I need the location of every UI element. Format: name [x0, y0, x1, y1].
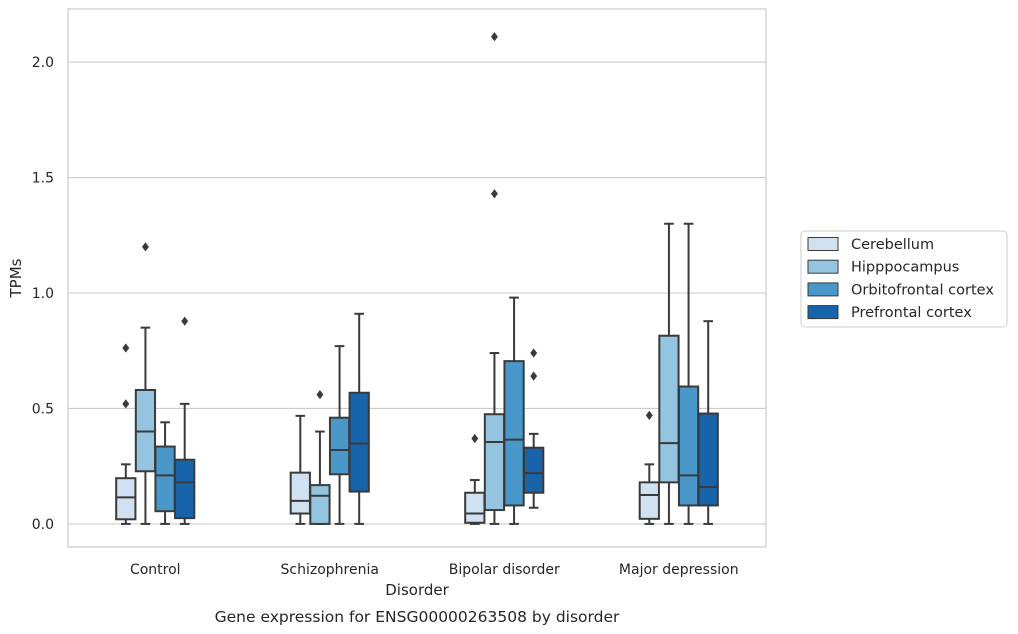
box-bipolar-disorder-prefrontal-cortex [523, 348, 545, 509]
box-bipolar-disorder-cerebellum [464, 433, 486, 525]
outlier-point [316, 390, 324, 400]
legend-frame [800, 230, 1008, 328]
box-bipolar-disorder-hipppocampus [483, 32, 506, 525]
box-iqr [503, 360, 525, 507]
y-tick-label: 0.0 [32, 517, 54, 533]
legend-swatch [807, 259, 839, 274]
y-tick-label: 2.0 [32, 55, 54, 71]
box-control-cerebellum [115, 343, 137, 525]
box-major-depression-prefrontal-cortex [697, 320, 719, 525]
box-schizophrenia-orbitofrontal-cortex [328, 345, 351, 525]
y-tick-label: 1.5 [32, 171, 54, 187]
box-iqr [348, 391, 370, 493]
box-iqr [174, 458, 196, 520]
box-iqr [115, 477, 137, 521]
outlier-point [122, 343, 130, 353]
plot-frame [67, 8, 767, 548]
box-major-depression-cerebellum [638, 410, 660, 525]
legend-swatch [807, 305, 839, 320]
outlier-point [122, 399, 130, 409]
box-major-depression-hipppocampus [658, 222, 680, 525]
box-schizophrenia-cerebellum [289, 414, 311, 525]
legend-label: Cerebellum [851, 237, 934, 253]
box-major-depression-orbitofrontal-cortex [677, 222, 700, 525]
box-iqr [523, 446, 545, 494]
box-iqr [328, 416, 351, 476]
outlier-point [141, 242, 149, 252]
box-iqr [638, 481, 660, 520]
x-axis-label: Disorder [385, 581, 449, 599]
chart-caption: Gene expression for ENSG00000263508 by d… [215, 608, 620, 626]
y-tick-label: 1.0 [32, 286, 54, 302]
legend-swatch [807, 282, 839, 297]
outlier-point [530, 371, 538, 381]
x-tick-labels: Control Schizophrenia Bipolar disorder Majo… [130, 562, 739, 578]
box-iqr [154, 445, 176, 513]
x-tick-label: Bipolar disorder [449, 562, 560, 578]
box-iqr [464, 491, 486, 524]
legend-label: Prefrontal cortex [851, 305, 972, 321]
legend: Cerebellum Hipppocampus Orbitofrontal cort… [800, 230, 1008, 328]
outlier-point [181, 316, 189, 326]
legend-label: Orbitofrontal cortex [851, 282, 994, 298]
box-groups [115, 32, 719, 525]
box-iqr [289, 471, 311, 515]
y-axis-label: TPMs [7, 258, 25, 298]
box-iqr [309, 484, 331, 525]
box-iqr [483, 413, 506, 512]
box-control-prefrontal-cortex [174, 316, 196, 525]
outlier-point [471, 433, 479, 444]
y-tick-label: 0.5 [32, 401, 54, 417]
legend-label: Hipppocampus [851, 260, 959, 276]
x-tick-label: Control [130, 562, 181, 578]
box-control-orbitofrontal-cortex [154, 421, 176, 525]
box-iqr [677, 385, 700, 507]
outlier-point [645, 410, 653, 420]
x-tick-label: Major depression [619, 562, 739, 578]
x-tick-label: Schizophrenia [281, 562, 379, 578]
box-schizophrenia-prefrontal-cortex [348, 312, 370, 525]
box-schizophrenia-hipppocampus [309, 390, 331, 525]
box-control-hipppocampus [134, 242, 157, 525]
legend-swatch [807, 237, 839, 251]
outlier-point [490, 32, 498, 42]
box-iqr [697, 412, 719, 507]
outlier-point [490, 189, 498, 199]
box-bipolar-disorder-orbitofrontal-cortex [503, 296, 525, 525]
box-iqr [658, 334, 680, 484]
outlier-point [530, 348, 538, 358]
y-tick-labels: 0.0 0.5 1.0 1.5 2.0 [32, 55, 54, 533]
